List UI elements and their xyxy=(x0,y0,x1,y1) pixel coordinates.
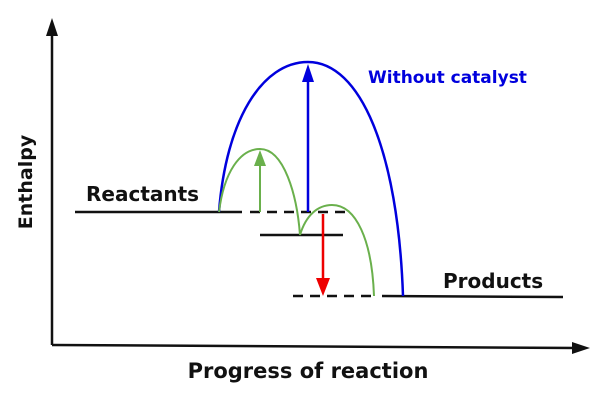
catalysed-curve-step1 xyxy=(218,147,301,236)
catalysed-arrowhead xyxy=(254,150,266,166)
products-level xyxy=(381,294,564,299)
uncatalysed-curve xyxy=(217,60,405,297)
uncatalysed-arrowhead xyxy=(302,64,314,82)
catalysed-curve-step2 xyxy=(299,203,375,297)
y-axis-arrowhead xyxy=(46,18,58,36)
products-label: Products xyxy=(443,269,543,293)
y-axis-label: Enthalpy xyxy=(15,134,37,229)
enthalpy-change-arrowhead xyxy=(316,278,330,296)
x-axis-label: Progress of reaction xyxy=(188,359,429,383)
without-catalyst-label: Without catalyst xyxy=(368,68,527,88)
reactants-label: Reactants xyxy=(86,182,199,206)
x-axis-arrowhead xyxy=(572,342,590,354)
x-axis xyxy=(51,343,579,350)
